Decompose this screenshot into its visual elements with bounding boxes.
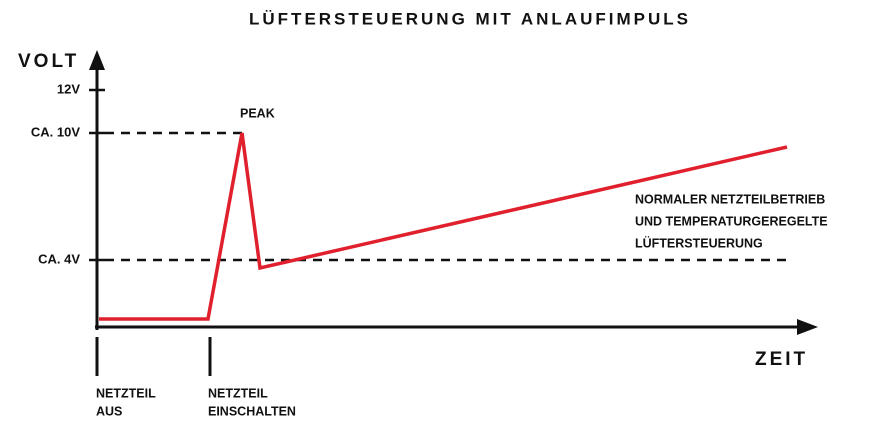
y-tick-label: 12V bbox=[57, 81, 80, 96]
y-axis-label: VOLT bbox=[18, 51, 79, 72]
title: LÜFTERSTEUERUNG MIT ANLAUFIMPULS bbox=[249, 9, 691, 28]
y-axis-arrow bbox=[89, 50, 105, 70]
annotation-line: LÜFTERSTEUERUNG bbox=[635, 235, 763, 250]
voltage-curve bbox=[99, 132, 788, 321]
x-axis-label: ZEIT bbox=[755, 349, 808, 370]
event-label: EINSCHALTEN bbox=[208, 404, 296, 418]
event-label: AUS bbox=[96, 404, 122, 418]
y-tick-label: CA. 4V bbox=[38, 251, 80, 266]
x-axis-arrow bbox=[797, 319, 818, 335]
y-tick-label: CA. 10V bbox=[31, 124, 80, 139]
peak-label: PEAK bbox=[240, 106, 275, 120]
annotation-line: NORMALER NETZTEILBETRIEB bbox=[635, 192, 825, 206]
annotation-line: UND TEMPERATURGEREGELTE bbox=[635, 214, 828, 228]
event-label: NETZTEIL bbox=[96, 386, 156, 400]
event-label: NETZTEIL bbox=[208, 386, 268, 400]
